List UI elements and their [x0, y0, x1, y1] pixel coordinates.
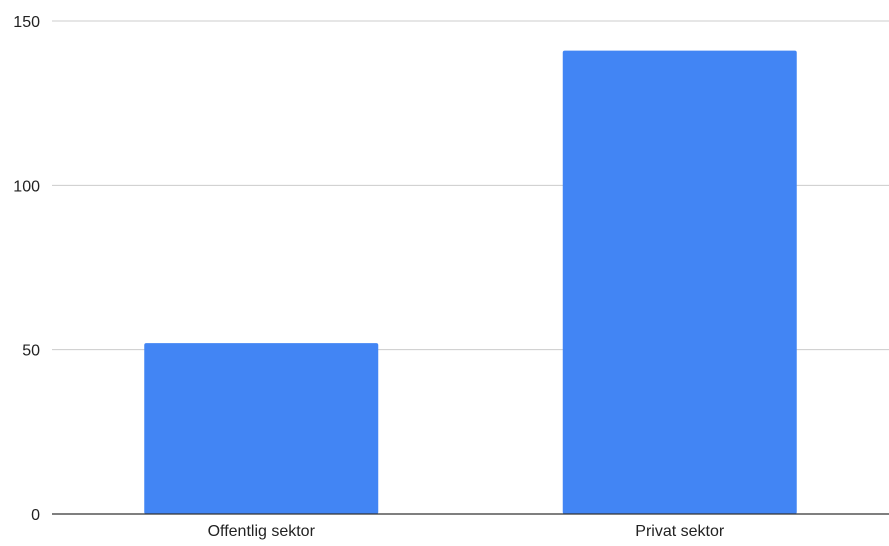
y-tick-label: 0: [31, 507, 40, 524]
y-tick-label: 150: [13, 14, 40, 31]
x-tick-label: Offentlig sektor: [208, 523, 316, 540]
bars: [144, 50, 797, 514]
bar-privat-sektor: [562, 50, 797, 514]
x-tick-label: Privat sektor: [635, 523, 725, 540]
labels: 0 50 100 150 Offentlig sektor Privat sektor: [13, 14, 725, 540]
y-tick-label: 50: [22, 343, 40, 360]
y-tick-label: 100: [13, 178, 40, 195]
bar-offentlig-sektor: [144, 343, 379, 514]
